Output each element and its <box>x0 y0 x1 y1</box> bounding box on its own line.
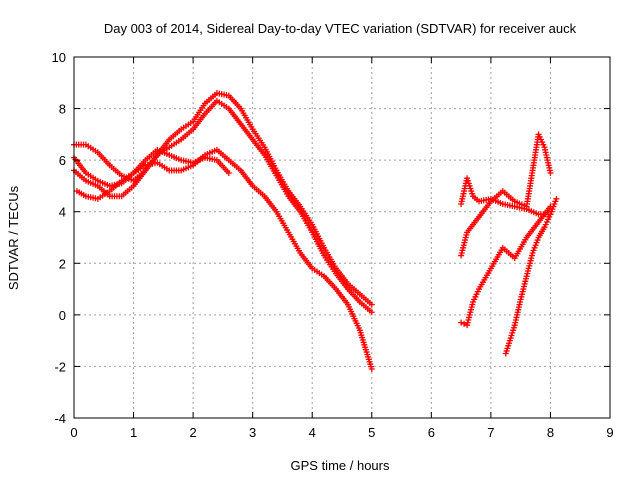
data-point <box>225 170 232 177</box>
series-track-4 <box>73 146 232 202</box>
x-tick-label: 3 <box>249 425 256 440</box>
y-tick-label: 8 <box>59 102 66 117</box>
series-track-7 <box>458 203 554 329</box>
x-tick-label: 1 <box>130 425 137 440</box>
chart-title: Day 003 of 2014, Sidereal Day-to-day VTE… <box>104 21 577 36</box>
data-layer <box>71 90 560 373</box>
x-tick-label: 2 <box>189 425 196 440</box>
data-point <box>368 366 375 373</box>
x-tick-label: 0 <box>70 425 77 440</box>
x-tick-label: 4 <box>309 425 316 440</box>
y-tick-label: 10 <box>52 50 66 65</box>
x-tick-label: 8 <box>547 425 554 440</box>
series-track-3 <box>71 146 375 373</box>
data-point <box>461 320 468 327</box>
x-axis-label: GPS time / hours <box>291 458 390 473</box>
x-tick-label: 9 <box>606 425 613 440</box>
data-point <box>368 309 375 316</box>
x-tick-label: 7 <box>487 425 494 440</box>
series-track-2 <box>71 97 375 316</box>
tick-layer: 0 1 2 3 4 5 6 7 8 9 -4 -2 0 2 4 6 8 10 <box>52 50 614 440</box>
y-tick-label: -2 <box>54 359 66 374</box>
series-track-8 <box>502 195 560 357</box>
y-tick-label: 0 <box>59 308 66 323</box>
y-axis-label: SDTVAR / TECUs <box>6 185 21 290</box>
x-tick-label: 6 <box>428 425 435 440</box>
series-track-1 <box>71 90 375 308</box>
grid-layer <box>74 57 610 418</box>
x-tick-label: 5 <box>368 425 375 440</box>
y-tick-label: -4 <box>54 411 66 426</box>
data-point <box>553 195 560 202</box>
y-tick-label: 4 <box>59 205 66 220</box>
series-track-6 <box>458 131 554 259</box>
plot-frame <box>73 56 611 419</box>
data-point <box>368 301 375 308</box>
y-tick-label: 6 <box>59 153 66 168</box>
data-point <box>458 319 465 326</box>
y-tick-label: 2 <box>59 256 66 271</box>
data-point <box>547 170 554 177</box>
